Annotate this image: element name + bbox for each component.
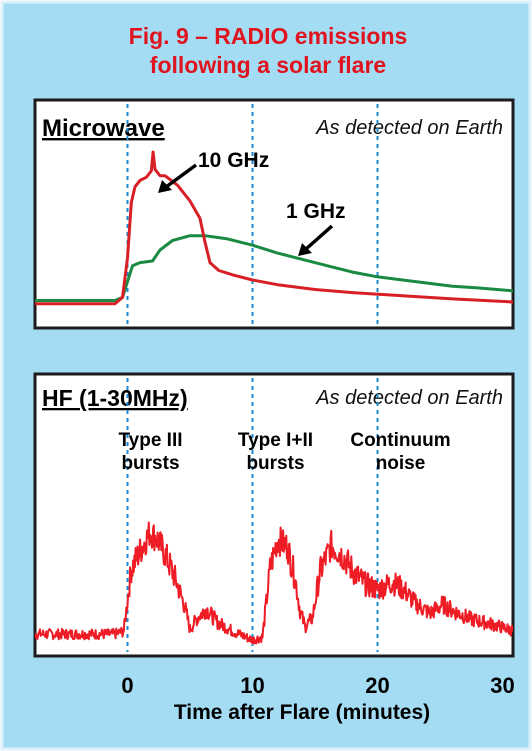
series-line-1-ghz — [35, 234, 513, 302]
x-tick-label-0: 0 — [121, 673, 133, 698]
hf-panel-title: HF (1-30MHz) — [42, 385, 188, 411]
hf-subtitle: As detected on Earth — [315, 387, 503, 409]
arrow-1-ghz-shaft — [304, 224, 334, 251]
microwave-panel-title: Microwave — [42, 115, 165, 142]
arrow-10-ghz-shaft — [164, 163, 198, 189]
x-tick-label-20: 20 — [365, 673, 389, 698]
marker-label-line2-1: bursts — [246, 453, 304, 474]
annotation-10-ghz: 10 GHz — [198, 149, 269, 172]
microwave-frame — [33, 98, 515, 330]
arrow-1-ghz-head — [298, 243, 312, 256]
hf-guides — [126, 378, 379, 652]
marker-label-line1-2: Continuum — [350, 430, 450, 451]
microwave-subtitle: As detected on Earth — [315, 117, 503, 139]
hf-frame — [33, 372, 515, 658]
marker-label-line1-0: Type III — [118, 430, 182, 451]
marker-label-line2-0: bursts — [121, 453, 179, 474]
x-axis-tick-labels: 0 10 20 30 — [121, 673, 514, 698]
figure-title-line-1: Fig. 9 – RADIO emissions — [129, 23, 408, 49]
x-axis-label: Time after Flare (minutes) — [174, 701, 430, 724]
arrow-10-ghz-head — [158, 180, 172, 193]
x-tick-label-10: 10 — [240, 673, 264, 698]
series-line-10-ghz — [35, 150, 513, 306]
hf-panel: HF (1-30MHz) As detected on Earth Type I… — [33, 372, 515, 658]
marker-label-line2-2: noise — [376, 453, 426, 474]
marker-label-line1-1: Type I+II — [238, 430, 313, 451]
microwave-panel: Microwave As detected on Earth 10 GHz 1 … — [33, 98, 515, 330]
series-line-hf-noise — [35, 521, 513, 645]
figure-title-line-2: following a solar flare — [150, 52, 386, 78]
annotation-1-ghz: 1 GHz — [286, 200, 346, 223]
x-tick-label-30: 30 — [490, 673, 514, 698]
